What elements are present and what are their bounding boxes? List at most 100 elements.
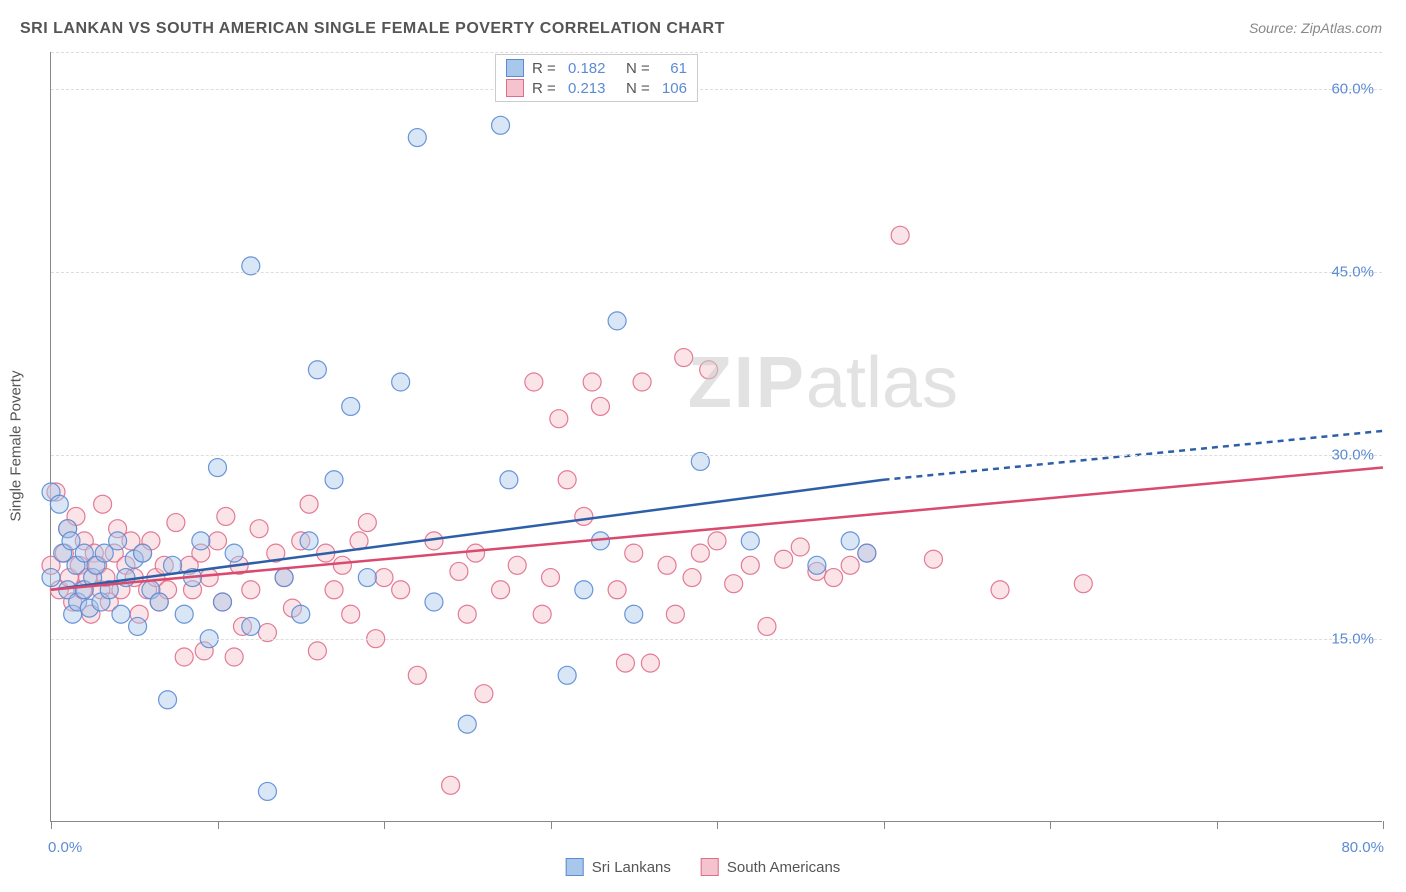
chart-container: SRI LANKAN VS SOUTH AMERICAN SINGLE FEMA… — [0, 0, 1406, 892]
scatter-point — [150, 593, 168, 611]
stats-legend-row: R = 0.182 N = 61 — [506, 59, 687, 77]
scatter-point — [658, 556, 676, 574]
scatter-point — [392, 581, 410, 599]
x-tick — [551, 821, 552, 829]
legend-label: South Americans — [727, 859, 840, 876]
scatter-point — [467, 544, 485, 562]
scatter-point — [175, 605, 193, 623]
plot-area: ZIPatlas 15.0%30.0%45.0%60.0% — [50, 52, 1382, 822]
gridline — [51, 89, 1382, 90]
gridline — [51, 455, 1382, 456]
scatter-point — [641, 654, 659, 672]
scatter-point — [791, 538, 809, 556]
scatter-point — [708, 532, 726, 550]
scatter-point — [841, 556, 859, 574]
source-label: Source: ZipAtlas.com — [1249, 20, 1382, 36]
scatter-point — [308, 642, 326, 660]
scatter-point — [633, 373, 651, 391]
scatter-point — [891, 226, 909, 244]
scatter-point — [991, 581, 1009, 599]
scatter-point — [50, 495, 68, 513]
x-label-right: 80.0% — [1341, 839, 1384, 856]
n-label: N = — [613, 60, 653, 77]
scatter-point — [300, 532, 318, 550]
scatter-point — [325, 471, 343, 489]
y-tick-label: 30.0% — [1331, 447, 1374, 464]
plot-svg — [51, 52, 1382, 821]
scatter-point — [275, 569, 293, 587]
n-value: 106 — [662, 80, 687, 97]
scatter-point — [425, 593, 443, 611]
scatter-point — [583, 373, 601, 391]
scatter-point — [94, 495, 112, 513]
scatter-point — [825, 569, 843, 587]
y-tick-label: 15.0% — [1331, 630, 1374, 647]
scatter-point — [159, 691, 177, 709]
scatter-point — [608, 581, 626, 599]
scatter-point — [408, 129, 426, 147]
n-label: N = — [613, 80, 653, 97]
scatter-point — [924, 550, 942, 568]
scatter-point — [392, 373, 410, 391]
x-tick — [384, 821, 385, 829]
scatter-point — [858, 544, 876, 562]
r-label: R = — [532, 60, 560, 77]
scatter-point — [308, 361, 326, 379]
scatter-point — [342, 605, 360, 623]
scatter-point — [500, 471, 518, 489]
scatter-point — [450, 562, 468, 580]
scatter-point — [741, 556, 759, 574]
scatter-point — [333, 556, 351, 574]
scatter-point — [192, 532, 210, 550]
scatter-point — [808, 556, 826, 574]
scatter-point — [458, 715, 476, 733]
scatter-point — [258, 782, 276, 800]
scatter-point — [525, 373, 543, 391]
gridline — [51, 272, 1382, 273]
y-tick-label: 45.0% — [1331, 264, 1374, 281]
scatter-point — [666, 605, 684, 623]
scatter-point — [112, 605, 130, 623]
scatter-point — [408, 666, 426, 684]
scatter-point — [700, 361, 718, 379]
stats-legend: R = 0.182 N = 61 R = 0.213 N = 106 — [495, 54, 698, 102]
scatter-point — [616, 654, 634, 672]
r-label: R = — [532, 80, 560, 97]
scatter-point — [292, 605, 310, 623]
scatter-point — [325, 581, 343, 599]
scatter-point — [217, 507, 235, 525]
scatter-point — [741, 532, 759, 550]
x-tick — [1217, 821, 1218, 829]
scatter-point — [134, 544, 152, 562]
legend-swatch — [506, 79, 524, 97]
chart-title: SRI LANKAN VS SOUTH AMERICAN SINGLE FEMA… — [20, 20, 725, 38]
n-value: 61 — [662, 60, 687, 77]
scatter-point — [558, 666, 576, 684]
scatter-point — [225, 544, 243, 562]
scatter-point — [608, 312, 626, 330]
stats-legend-row: R = 0.213 N = 106 — [506, 79, 687, 97]
x-label-left: 0.0% — [48, 839, 82, 856]
scatter-point — [492, 116, 510, 134]
scatter-point — [550, 410, 568, 428]
x-tick — [51, 821, 52, 829]
scatter-point — [358, 514, 376, 532]
scatter-point — [575, 581, 593, 599]
x-tick — [1383, 821, 1384, 829]
scatter-point — [225, 648, 243, 666]
legend-item: South Americans — [701, 858, 840, 876]
scatter-point — [167, 514, 185, 532]
scatter-point — [691, 544, 709, 562]
scatter-point — [575, 507, 593, 525]
gridline — [51, 52, 1382, 53]
scatter-point — [242, 617, 260, 635]
scatter-point — [725, 575, 743, 593]
scatter-point — [242, 581, 260, 599]
scatter-point — [300, 495, 318, 513]
scatter-point — [683, 569, 701, 587]
legend-label: Sri Lankans — [592, 859, 671, 876]
scatter-point — [558, 471, 576, 489]
legend-item: Sri Lankans — [566, 858, 671, 876]
legend-swatch — [701, 858, 719, 876]
scatter-point — [1074, 575, 1092, 593]
